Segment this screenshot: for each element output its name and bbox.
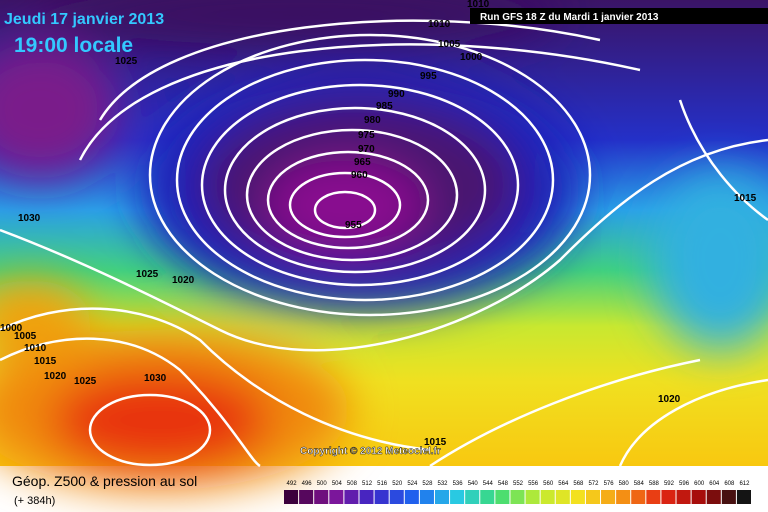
legend-swatch — [601, 490, 616, 504]
isobars — [0, 19, 768, 468]
isobar-label: 1025 — [74, 376, 97, 387]
legend-swatch — [585, 490, 601, 504]
isobar-label: 1010 — [467, 0, 490, 10]
legend-swatch — [374, 490, 389, 504]
legend-value: 612 — [739, 481, 750, 487]
isobar-label: 990 — [388, 89, 405, 100]
legend-value: 540 — [468, 481, 479, 487]
legend-value: 572 — [588, 481, 599, 487]
legend-swatch — [495, 490, 510, 504]
legend-swatch — [736, 490, 751, 504]
legend-value: 552 — [513, 481, 524, 487]
isobar-label: 965 — [354, 157, 371, 168]
legend-value: 568 — [573, 481, 584, 487]
isobar-label: 1030 — [18, 213, 41, 224]
legend-swatch — [646, 490, 661, 504]
legend-swatch — [434, 490, 450, 504]
footer-lead: (+ 384h) — [14, 495, 55, 507]
isobar-label: 1005 — [14, 331, 37, 342]
legend-value: 532 — [438, 481, 449, 487]
legend-swatch — [389, 490, 404, 504]
legend-swatch — [299, 490, 314, 504]
legend-swatch — [450, 490, 465, 504]
isobar-label: 985 — [376, 101, 393, 112]
legend-value: 496 — [302, 481, 313, 487]
legend-value: 588 — [649, 481, 660, 487]
legend-value: 592 — [664, 481, 675, 487]
legend-value: 548 — [498, 481, 509, 487]
legend-value: 528 — [422, 481, 433, 487]
legend-swatch — [540, 490, 555, 504]
legend-swatch — [721, 490, 736, 504]
legend-value: 556 — [528, 481, 539, 487]
legend-swatch — [314, 490, 329, 504]
legend-value: 580 — [619, 481, 630, 487]
legend-swatch — [616, 490, 631, 504]
isobar-label: 1000 — [0, 323, 23, 334]
legend-value: 520 — [392, 481, 403, 487]
legend-swatch — [419, 490, 434, 504]
legend-swatch — [404, 490, 419, 504]
isobar-label: 1025 — [136, 269, 159, 280]
legend-swatch — [480, 490, 495, 504]
isobar-label: 1025 — [115, 56, 138, 67]
isobar-label: 1020 — [172, 275, 195, 286]
time: 19:00 locale — [14, 34, 133, 57]
legend-swatch — [631, 490, 646, 504]
legend-value: 524 — [407, 481, 418, 487]
legend-value: 492 — [287, 481, 298, 487]
isobar-label: 1000 — [460, 52, 483, 63]
run: Run GFS 18 Z du Mardi 1 janvier 2013 — [480, 12, 659, 23]
legend-swatch — [691, 490, 706, 504]
legend-value: 564 — [558, 481, 569, 487]
legend-value: 544 — [483, 481, 494, 487]
legend-value: 576 — [604, 481, 615, 487]
isobar-label: 1020 — [658, 394, 681, 405]
isobar-label: 975 — [358, 130, 375, 141]
legend-swatch — [284, 490, 299, 504]
isobar-label: 995 — [420, 71, 437, 82]
isobar-label: 1010 — [24, 343, 47, 354]
isobar-label: 1020 — [44, 371, 67, 382]
isobar-label: 980 — [364, 115, 381, 126]
legend-swatch — [465, 490, 480, 504]
legend-value: 536 — [453, 481, 464, 487]
legend-value: 512 — [362, 481, 373, 487]
isobar-label: 1015 — [734, 193, 757, 204]
legend-swatch — [329, 490, 344, 504]
legend-value: 596 — [679, 481, 690, 487]
isobar-label: 1015 — [34, 356, 57, 367]
legend-swatch — [525, 490, 540, 504]
field-blobs — [0, 0, 768, 490]
legend-swatch — [510, 490, 525, 504]
legend-swatch — [344, 490, 359, 504]
isobar-label: 1010 — [428, 19, 451, 30]
legend-swatch — [570, 490, 585, 504]
legend-value: 584 — [634, 481, 645, 487]
legend-value: 500 — [317, 481, 328, 487]
legend-value: 608 — [724, 481, 735, 487]
date: Jeudi 17 janvier 2013 — [4, 11, 164, 28]
legend-swatch — [555, 490, 570, 504]
isobar-label: 1005 — [438, 39, 461, 50]
legend-value: 604 — [709, 481, 720, 487]
legend-value: 560 — [543, 481, 554, 487]
legend-swatch — [661, 490, 676, 504]
legend-value: 508 — [347, 481, 358, 487]
legend-value: 516 — [377, 481, 388, 487]
run-box — [470, 8, 768, 24]
legend-value: 504 — [332, 481, 343, 487]
isobar-label: 1030 — [144, 373, 167, 384]
copyright: Copyright © 2012 Meteociel.fr — [300, 446, 441, 457]
isobar-label: 960 — [351, 170, 368, 181]
isobar-label: 970 — [358, 144, 375, 155]
footer-title: Géop. Z500 & pression au sol — [12, 473, 197, 489]
isobar-label: 955 — [345, 220, 362, 231]
legend-swatch — [706, 490, 721, 504]
legend-value: 600 — [694, 481, 705, 487]
legend-swatch — [359, 490, 374, 504]
legend-swatch — [676, 490, 691, 504]
isobar-label: 1015 — [424, 437, 447, 448]
